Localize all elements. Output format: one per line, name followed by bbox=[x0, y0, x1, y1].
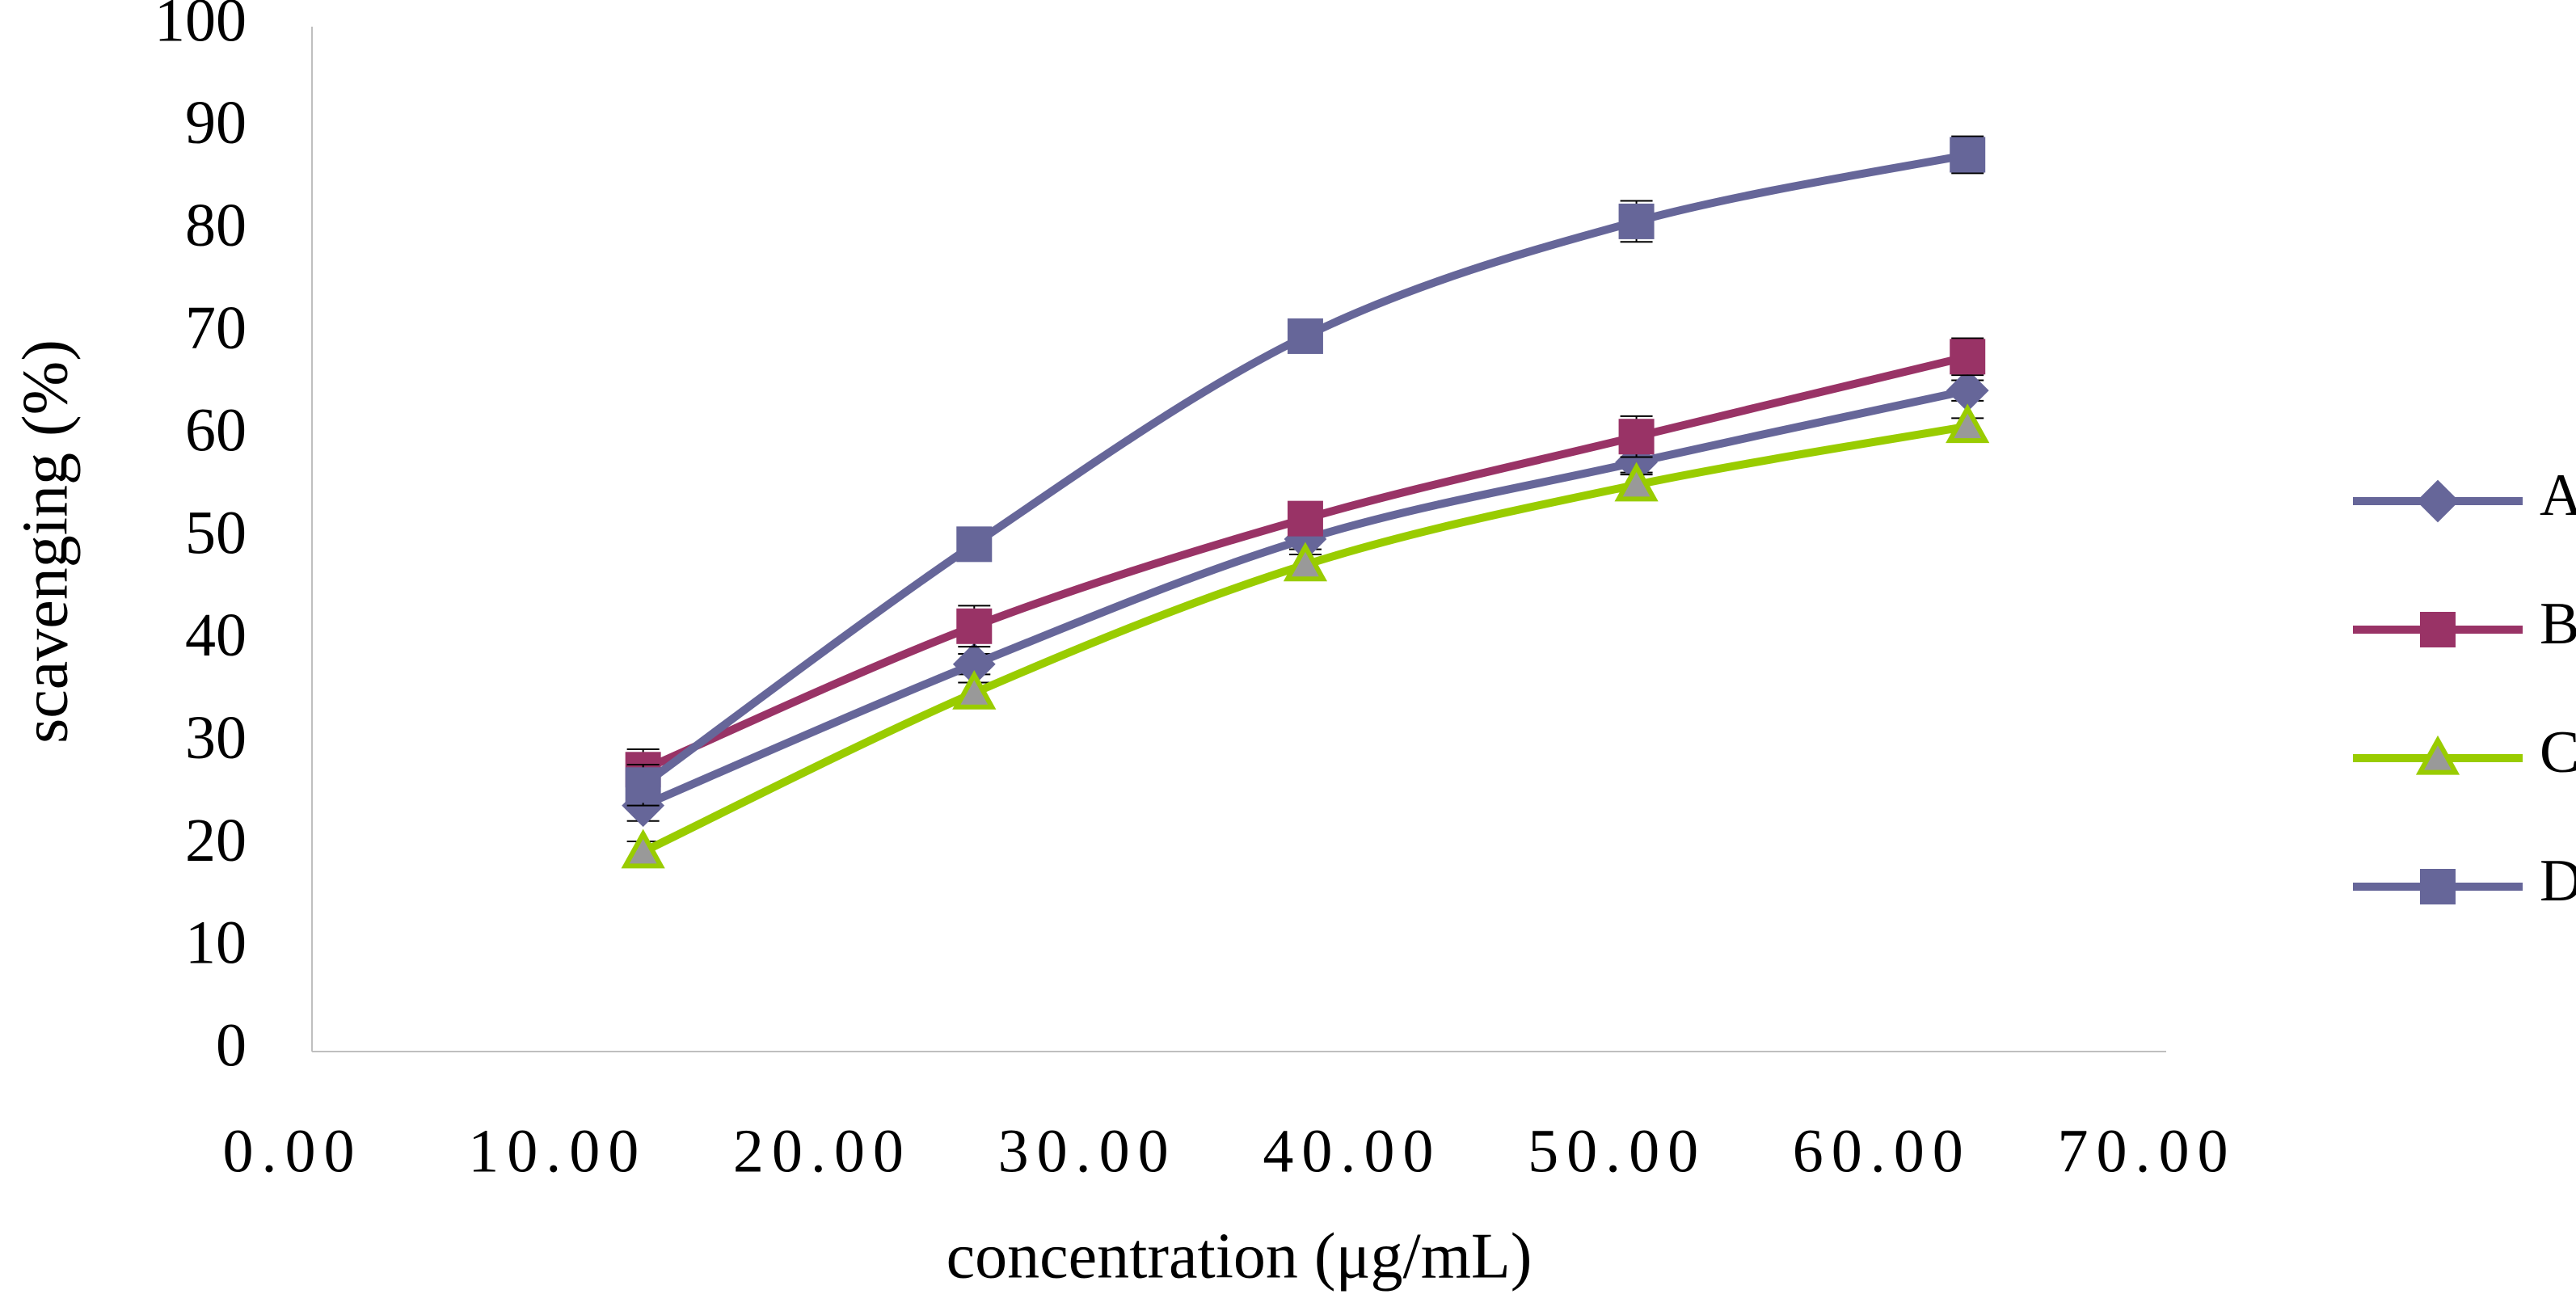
legend-marker bbox=[2420, 612, 2456, 647]
y-tick-label: 70 bbox=[185, 294, 247, 362]
x-tick-label: 60.00 bbox=[1793, 1117, 1971, 1185]
x-tick-label: 10.00 bbox=[468, 1117, 647, 1185]
y-tick-label: 40 bbox=[185, 601, 247, 669]
x-tick-label: 0.00 bbox=[223, 1117, 363, 1185]
data-point bbox=[1618, 419, 1655, 455]
x-tick-label: 30.00 bbox=[998, 1117, 1177, 1185]
x-tick-label: 70.00 bbox=[2058, 1117, 2237, 1185]
legend-marker bbox=[2416, 479, 2460, 523]
series-line bbox=[640, 150, 1969, 789]
y-tick-label: 100 bbox=[154, 0, 247, 54]
legend-marker bbox=[2415, 735, 2460, 775]
data-point bbox=[1283, 542, 1328, 582]
y-tick-label: 20 bbox=[185, 807, 247, 875]
y-tick-label: 0 bbox=[216, 1011, 247, 1079]
data-point bbox=[952, 670, 997, 710]
y-tick-label: 80 bbox=[185, 192, 247, 259]
y-tick-label: 60 bbox=[185, 397, 247, 465]
data-point bbox=[1618, 203, 1655, 239]
data-point bbox=[1287, 500, 1323, 537]
data-point bbox=[1614, 462, 1659, 502]
x-axis-title: concentration (μg/mL) bbox=[947, 1220, 1533, 1292]
legend-label: B bbox=[2540, 591, 2576, 657]
series-line bbox=[641, 386, 1969, 810]
legend-marker bbox=[2420, 869, 2456, 904]
data-point bbox=[1946, 369, 1989, 412]
x-tick-label: 20.00 bbox=[733, 1117, 912, 1185]
y-tick-label: 50 bbox=[185, 499, 247, 567]
data-point bbox=[952, 643, 996, 686]
y-tick-label: 10 bbox=[185, 909, 247, 977]
x-tick-label: 40.00 bbox=[1263, 1117, 1441, 1185]
y-tick-label: 90 bbox=[185, 89, 247, 157]
legend-label: D bbox=[2540, 848, 2576, 914]
data-point bbox=[1950, 137, 1986, 173]
data-point bbox=[625, 767, 661, 803]
legend-label: C bbox=[2540, 719, 2576, 786]
x-tick-label: 50.00 bbox=[1528, 1117, 1706, 1185]
y-tick-label: 30 bbox=[185, 704, 247, 772]
legend-label: A bbox=[2540, 462, 2576, 529]
data-point bbox=[956, 526, 993, 563]
data-point bbox=[956, 608, 993, 644]
data-point bbox=[1946, 403, 1990, 444]
data-point bbox=[1950, 339, 1986, 375]
data-point bbox=[1284, 517, 1327, 561]
y-axis-title: scavenging (%) bbox=[10, 339, 81, 744]
data-point bbox=[621, 828, 665, 869]
data-point bbox=[1287, 318, 1323, 354]
